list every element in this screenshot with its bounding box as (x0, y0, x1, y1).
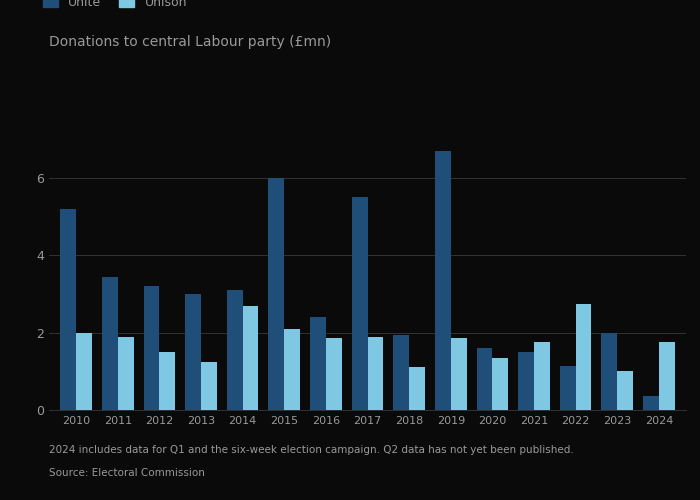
Bar (451, 338, 467, 410)
Bar (326, 338, 342, 410)
Bar (243, 306, 258, 410)
Bar (160, 352, 175, 410)
Bar (368, 336, 384, 410)
Bar (185, 294, 201, 410)
Bar (560, 366, 575, 410)
Bar (643, 396, 659, 410)
Text: Donations to central Labour party (£mn): Donations to central Labour party (£mn) (49, 35, 331, 49)
Bar (601, 332, 617, 410)
Bar (60, 209, 76, 410)
Bar (492, 358, 508, 410)
Bar (617, 372, 633, 410)
Bar (351, 198, 368, 410)
Text: Source: Electoral Commission: Source: Electoral Commission (49, 468, 205, 477)
Legend: Unite, Unison: Unite, Unison (43, 0, 187, 8)
Bar (518, 352, 534, 410)
Bar (409, 368, 425, 410)
Text: 2024 includes data for Q1 and the six-week election campaign. Q2 data has not ye: 2024 includes data for Q1 and the six-we… (49, 445, 574, 455)
Bar (659, 342, 675, 410)
Bar (284, 329, 300, 410)
Bar (575, 304, 592, 410)
Bar (227, 290, 243, 410)
Bar (477, 348, 492, 410)
Bar (144, 286, 160, 410)
Bar (76, 332, 92, 410)
Bar (201, 362, 217, 410)
Bar (393, 334, 409, 410)
Bar (102, 276, 118, 410)
Bar (534, 342, 550, 410)
Bar (118, 336, 134, 410)
Bar (268, 178, 284, 410)
Bar (310, 317, 326, 410)
Bar (435, 151, 451, 410)
